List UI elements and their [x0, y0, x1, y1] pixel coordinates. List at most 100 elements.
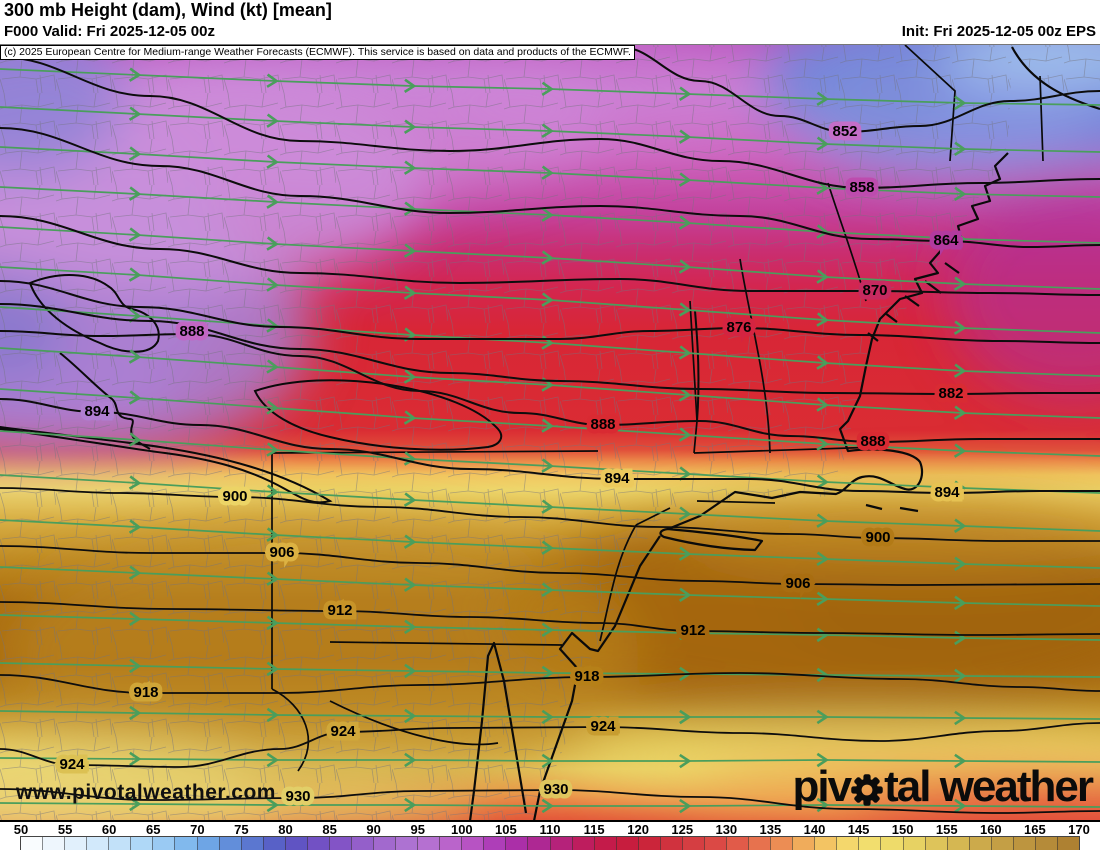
colorbar-cell	[659, 837, 682, 850]
colorbar-tick-65: 65	[146, 822, 161, 837]
colorbar-cell	[505, 837, 528, 850]
colorbar-cell	[902, 837, 925, 850]
colorbar-cell	[748, 837, 771, 850]
header: 300 mb Height (dam), Wind (kt) [mean] F0…	[0, 0, 1100, 44]
colorbar-cell	[1012, 837, 1035, 850]
contour-label: 888	[590, 416, 615, 433]
colorbar-cell	[395, 837, 418, 850]
contour-label: 924	[330, 723, 356, 740]
height-contour-918	[0, 672, 1100, 694]
colorbar-cell	[703, 837, 726, 850]
colorbar-cell	[439, 837, 462, 850]
contour-label: 894	[934, 484, 960, 501]
contour-label: 924	[590, 718, 616, 735]
contour-label: 918	[133, 684, 158, 701]
contour-label: 930	[543, 781, 568, 798]
contour-label: 900	[222, 488, 247, 505]
colorbar-cell	[615, 837, 638, 850]
colorbar-cell	[571, 837, 594, 850]
colorbar-tick-100: 100	[450, 822, 473, 837]
contour-label: 876	[726, 319, 751, 336]
colorbar-cell	[549, 837, 572, 850]
contour-label: 906	[785, 575, 810, 592]
colorbar-tick-160: 160	[979, 822, 1002, 837]
colorbar-cell	[461, 837, 484, 850]
colorbar-cell	[726, 837, 749, 850]
colorbar-cell	[858, 837, 881, 850]
colorbar-cell	[792, 837, 815, 850]
contour-label: 870	[862, 282, 887, 299]
colorbar-cell	[130, 837, 153, 850]
height-contour-912	[0, 601, 1100, 636]
logo-text-prefix: piv	[792, 762, 853, 811]
contour-label: 912	[680, 622, 705, 639]
height-contour-876	[0, 280, 1100, 344]
colorbar-cell	[681, 837, 704, 850]
colorbar-cell	[880, 837, 903, 850]
colorbar-cell	[218, 837, 241, 850]
contour-label: 918	[574, 668, 599, 685]
gear-icon	[851, 774, 883, 806]
height-contour-888	[0, 330, 1100, 444]
colorbar-cell	[1056, 837, 1079, 850]
contour-label: 894	[604, 470, 630, 487]
contour-label: 852	[832, 123, 857, 140]
colorbar-cell	[1034, 837, 1057, 850]
copyright-banner: (c) 2025 European Centre for Medium-rang…	[0, 45, 635, 60]
colorbar-cell	[483, 837, 506, 850]
height-contour-870	[0, 215, 1100, 296]
logo-text-suffix: tal weather	[884, 762, 1094, 811]
contour-label: 906	[269, 544, 294, 561]
colorbar-tick-145: 145	[847, 822, 870, 837]
pivotal-weather-logo: piv tal weather	[792, 762, 1094, 811]
wind-streamline	[0, 519, 1100, 571]
colorbar-cell	[814, 837, 837, 850]
watermark-url: www.pivotalweather.com	[16, 781, 276, 804]
wind-streamline	[0, 658, 1100, 684]
colorbar-tick-155: 155	[935, 822, 958, 837]
colorbar-tick-165: 165	[1024, 822, 1046, 837]
colorbar-tick-55: 55	[57, 822, 73, 837]
colorbar-tick-95: 95	[410, 822, 425, 837]
colorbar-tick-50: 50	[13, 822, 29, 837]
colorbar: 50 55 60 65 70 75 80 85 90 95 100 105 110 115 120 125 13…	[0, 820, 1100, 850]
contour-label: 864	[933, 232, 959, 249]
colorbar-cell	[21, 837, 43, 850]
colorbar-tick-130: 130	[715, 822, 738, 837]
colorbar-tick-110: 110	[539, 822, 561, 837]
colorbar-tick-135: 135	[759, 822, 782, 837]
colorbar-cell	[64, 837, 87, 850]
colorbar-tick-90: 90	[366, 822, 381, 837]
colorbar-tick-60: 60	[101, 822, 117, 837]
height-contour-930	[0, 788, 1100, 814]
contour-label: 912	[327, 602, 352, 619]
contour-label: 930	[285, 788, 310, 805]
colorbar-cell	[990, 837, 1013, 850]
contour-label: 900	[865, 529, 890, 546]
colorbar-cell	[328, 837, 351, 850]
contour-label: 888	[179, 323, 204, 340]
height-contour-882	[0, 303, 1100, 396]
wind-streamline	[0, 751, 1100, 769]
colorbar-cell	[637, 837, 660, 850]
wind-streamline	[0, 796, 1100, 814]
colorbar-cell	[262, 837, 285, 850]
state-border	[1039, 75, 1044, 162]
colorbar-tick-150: 150	[891, 822, 914, 837]
wind-streamline	[0, 67, 1100, 111]
valid-time-label: F000 Valid: Fri 2025-12-05 00z	[4, 23, 215, 40]
colorbar-tick-140: 140	[803, 822, 826, 837]
colorbar-tick-70: 70	[190, 822, 205, 837]
colorbar-cell	[174, 837, 197, 850]
colorbar-cell	[42, 837, 65, 850]
page-title: 300 mb Height (dam), Wind (kt) [mean]	[4, 0, 332, 20]
height-contour-924	[0, 722, 1100, 768]
colorbar-tick-120: 120	[627, 822, 650, 837]
contour-label: 882	[938, 385, 963, 402]
colorbar-cell	[527, 837, 550, 850]
colorbar-tick-75: 75	[234, 822, 249, 837]
colorbar-tick-85: 85	[322, 822, 337, 837]
